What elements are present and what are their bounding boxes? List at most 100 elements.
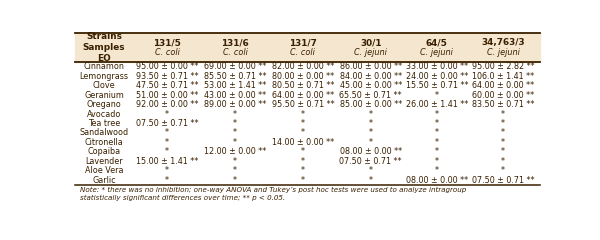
Text: 95.00 ± 2.82 **: 95.00 ± 2.82 **	[472, 62, 535, 71]
Text: Aloe Vera: Aloe Vera	[85, 166, 124, 175]
Text: *: *	[165, 166, 169, 175]
Text: *: *	[301, 128, 305, 138]
Text: *: *	[165, 138, 169, 147]
Text: 08.00 ± 0.00 **: 08.00 ± 0.00 **	[340, 147, 402, 156]
Text: 80.50 ± 0.71 **: 80.50 ± 0.71 **	[272, 81, 334, 90]
Text: Tea tree: Tea tree	[88, 119, 120, 128]
Text: 64/5: 64/5	[426, 38, 448, 47]
Text: *: *	[165, 109, 169, 119]
Text: 12.00 ± 0.00 **: 12.00 ± 0.00 **	[204, 147, 266, 156]
Text: *: *	[301, 157, 305, 166]
Text: 131/6: 131/6	[221, 38, 249, 47]
Text: 45.00 ± 0.00 **: 45.00 ± 0.00 **	[340, 81, 402, 90]
Text: Avocado: Avocado	[87, 109, 121, 119]
Text: 33.00 ± 0.00 **: 33.00 ± 0.00 **	[406, 62, 468, 71]
Text: *: *	[435, 109, 439, 119]
Text: *: *	[301, 119, 305, 128]
Text: *: *	[165, 128, 169, 138]
Text: 26.00 ± 1.41 **: 26.00 ± 1.41 **	[406, 100, 468, 109]
Text: 64.00 ± 0.00 **: 64.00 ± 0.00 **	[472, 81, 535, 90]
Text: 92.00 ± 0.00 **: 92.00 ± 0.00 **	[136, 100, 198, 109]
Text: 131/5: 131/5	[153, 38, 181, 47]
Text: *: *	[233, 138, 237, 147]
Text: C. coli: C. coli	[223, 48, 247, 57]
Text: 106.0 ± 1.41 **: 106.0 ± 1.41 **	[472, 72, 535, 81]
Text: 53.00 ± 1.41 **: 53.00 ± 1.41 **	[204, 81, 266, 90]
Text: 15.00 ± 1.41 **: 15.00 ± 1.41 **	[136, 157, 198, 166]
Text: *: *	[435, 119, 439, 128]
Text: *: *	[165, 147, 169, 156]
Text: 86.00 ± 0.00 **: 86.00 ± 0.00 **	[340, 62, 402, 71]
Text: *: *	[301, 166, 305, 175]
Text: *: *	[501, 157, 505, 166]
Text: *: *	[369, 176, 373, 185]
Text: 131/7: 131/7	[289, 38, 317, 47]
Text: 80.00 ± 0.00 **: 80.00 ± 0.00 **	[272, 72, 334, 81]
Text: C. coli: C. coli	[155, 48, 179, 57]
Text: 43.00 ± 0.00 **: 43.00 ± 0.00 **	[204, 91, 266, 100]
Text: Citronella: Citronella	[85, 138, 124, 147]
Text: *: *	[435, 128, 439, 138]
Text: C. jejuni: C. jejuni	[355, 48, 387, 57]
Text: Note: * there was no inhibition; one-way ANOVA and Tukey’s post hoc tests were u: Note: * there was no inhibition; one-way…	[80, 187, 466, 201]
Text: 07.50 ± 0.71 **: 07.50 ± 0.71 **	[340, 157, 402, 166]
Text: 08.00 ± 0.00 **: 08.00 ± 0.00 **	[406, 176, 468, 185]
Text: *: *	[435, 147, 439, 156]
Text: Clove: Clove	[93, 81, 115, 90]
Text: Strains
Samples
EO: Strains Samples EO	[83, 32, 125, 63]
Text: *: *	[501, 128, 505, 138]
Text: Geranium: Geranium	[84, 91, 124, 100]
Text: *: *	[369, 166, 373, 175]
Text: *: *	[233, 157, 237, 166]
Bar	[75, 33, 540, 62]
Text: *: *	[435, 157, 439, 166]
Text: Copaiba: Copaiba	[88, 147, 121, 156]
Text: 07.50 ± 0.71 **: 07.50 ± 0.71 **	[136, 119, 199, 128]
Text: *: *	[301, 176, 305, 185]
Text: 15.50 ± 0.71 **: 15.50 ± 0.71 **	[406, 81, 468, 90]
Text: 82.00 ± 0.00 **: 82.00 ± 0.00 **	[272, 62, 334, 71]
Text: *: *	[501, 119, 505, 128]
Text: *: *	[233, 119, 237, 128]
Text: 95.00 ± 0.00 **: 95.00 ± 0.00 **	[136, 62, 198, 71]
Text: 89.00 ± 0.00 **: 89.00 ± 0.00 **	[204, 100, 266, 109]
Text: C. jejuni: C. jejuni	[487, 48, 520, 57]
Text: *: *	[369, 138, 373, 147]
Text: Oregano: Oregano	[86, 100, 121, 109]
Text: 69.00 ± 0.00 **: 69.00 ± 0.00 **	[204, 62, 266, 71]
Text: Lemongrass: Lemongrass	[80, 72, 128, 81]
Text: 85.50 ± 0.71 **: 85.50 ± 0.71 **	[204, 72, 266, 81]
Text: *: *	[501, 109, 505, 119]
Text: Lavender: Lavender	[85, 157, 123, 166]
Text: 64.00 ± 0.00 **: 64.00 ± 0.00 **	[272, 91, 334, 100]
Text: 47.50 ± 0.71 **: 47.50 ± 0.71 **	[136, 81, 199, 90]
Text: 93.50 ± 0.71 **: 93.50 ± 0.71 **	[136, 72, 199, 81]
Text: *: *	[435, 91, 439, 100]
Text: *: *	[501, 166, 505, 175]
Text: *: *	[435, 166, 439, 175]
Text: 51.00 ± 0.00 **: 51.00 ± 0.00 **	[136, 91, 198, 100]
Text: 65.50 ± 0.71 **: 65.50 ± 0.71 **	[340, 91, 402, 100]
Text: *: *	[233, 128, 237, 138]
Text: 95.50 ± 0.71 **: 95.50 ± 0.71 **	[272, 100, 334, 109]
Text: Garlic: Garlic	[92, 176, 116, 185]
Text: *: *	[233, 166, 237, 175]
Text: *: *	[435, 138, 439, 147]
Text: 30/1: 30/1	[360, 38, 382, 47]
Text: *: *	[165, 176, 169, 185]
Text: C. coli: C. coli	[290, 48, 315, 57]
Text: *: *	[233, 109, 237, 119]
Text: Sandalwood: Sandalwood	[79, 128, 128, 138]
Text: *: *	[369, 119, 373, 128]
Text: 34,763/3: 34,763/3	[481, 38, 525, 47]
Text: 14.00 ± 0.00 **: 14.00 ± 0.00 **	[272, 138, 334, 147]
Text: *: *	[233, 176, 237, 185]
Text: 60.00 ± 0.00 **: 60.00 ± 0.00 **	[472, 91, 535, 100]
Text: 07.50 ± 0.71 **: 07.50 ± 0.71 **	[472, 176, 535, 185]
Text: *: *	[501, 138, 505, 147]
Text: 83.50 ± 0.71 **: 83.50 ± 0.71 **	[472, 100, 535, 109]
Text: *: *	[369, 109, 373, 119]
Text: C. jejuni: C. jejuni	[421, 48, 453, 57]
Text: *: *	[301, 109, 305, 119]
Text: 84.00 ± 0.00 **: 84.00 ± 0.00 **	[340, 72, 402, 81]
